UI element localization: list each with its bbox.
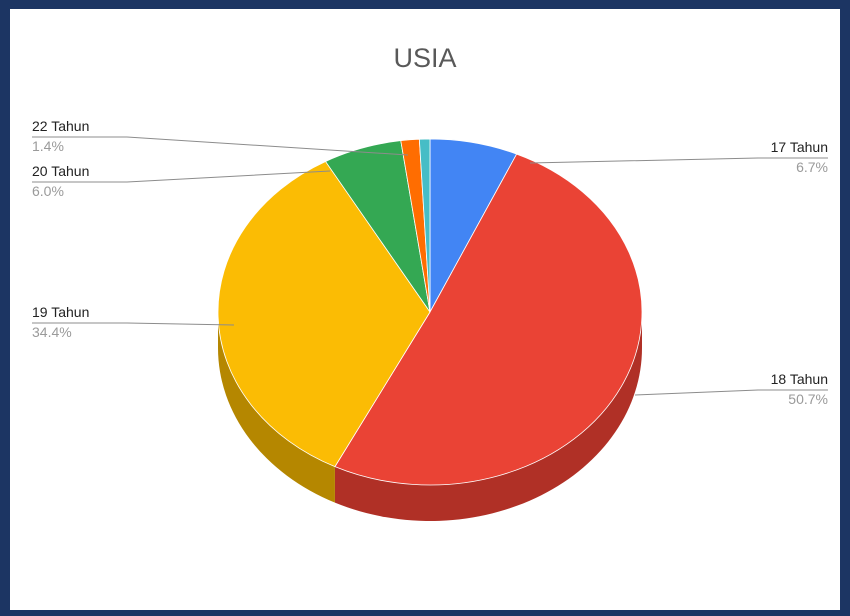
slice-pct-22-tahun: 1.4% (32, 138, 64, 154)
slice-label-22-tahun: 22 Tahun (32, 118, 89, 134)
slice-label-19-tahun: 19 Tahun (32, 304, 89, 320)
pie-slice-19-tahun (217, 160, 431, 468)
slice-pct-18-tahun: 50.7% (788, 391, 828, 407)
slice-pct-20-tahun: 6.0% (32, 183, 64, 199)
pie-slice-5 (418, 138, 431, 313)
leader-line-19-tahun (32, 322, 235, 326)
pie-labels: 17 Tahun 6.7% 18 Tahun 50.7% 19 Tahun 34.4% 20… (32, 118, 828, 407)
pie-sides (218, 312, 642, 521)
pie-side-2 (218, 312, 335, 503)
leader-line-17-tahun (529, 157, 828, 164)
leader-line-20-tahun (32, 170, 331, 183)
pie-slice-18-tahun (334, 153, 643, 486)
slice-label-17-tahun: 17 Tahun (771, 139, 828, 155)
chart-frame: USIA 17 Tahun 6.7% 18 Tahun 50.7% 19 Tahun 34… (10, 9, 840, 610)
slice-pct-19-tahun: 34.4% (32, 324, 72, 340)
pie-chart: 17 Tahun 6.7% 18 Tahun 50.7% 19 Tahun 34.4% 20… (32, 118, 828, 521)
chart-title: USIA (393, 43, 457, 73)
leader-line-18-tahun (634, 389, 828, 396)
leader-line-22-tahun (32, 136, 409, 156)
pie-slices (217, 138, 643, 486)
pie-side-1 (334, 312, 642, 521)
slice-label-20-tahun: 20 Tahun (32, 163, 89, 179)
slice-pct-17-tahun: 6.7% (796, 159, 828, 175)
slice-label-18-tahun: 18 Tahun (771, 371, 828, 387)
